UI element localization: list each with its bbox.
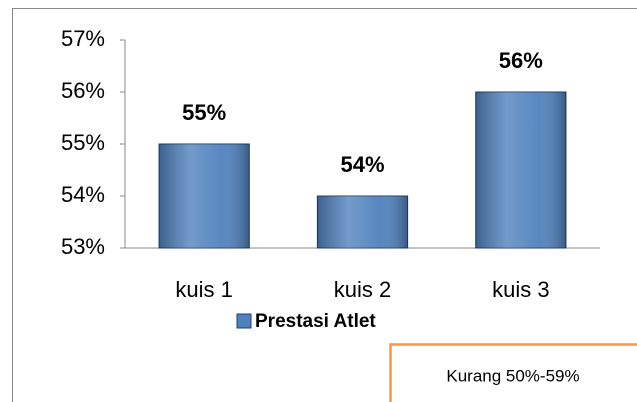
x-tick-label: kuis 2 [334, 277, 391, 302]
annotation: Kurang 50%-59% [446, 366, 579, 385]
data-label: 56% [499, 48, 543, 73]
data-label: 55% [182, 100, 226, 125]
y-tick-label: 56% [61, 78, 105, 103]
legend-label: Prestasi Atlet [255, 311, 376, 332]
annotation-box [389, 343, 637, 402]
data-label: 54% [340, 152, 384, 177]
x-tick-label: kuis 3 [492, 277, 549, 302]
legend-swatch [236, 313, 252, 329]
bar-shade [317, 196, 408, 248]
bar-shade [475, 92, 566, 248]
y-tick-label: 57% [61, 26, 105, 51]
x-tick-label: kuis 1 [175, 277, 232, 302]
y-tick-label: 55% [61, 130, 105, 155]
bar-shade [159, 144, 250, 248]
y-tick-label: 53% [61, 234, 105, 259]
y-tick-label: 54% [61, 182, 105, 207]
chart-border [12, 8, 637, 402]
